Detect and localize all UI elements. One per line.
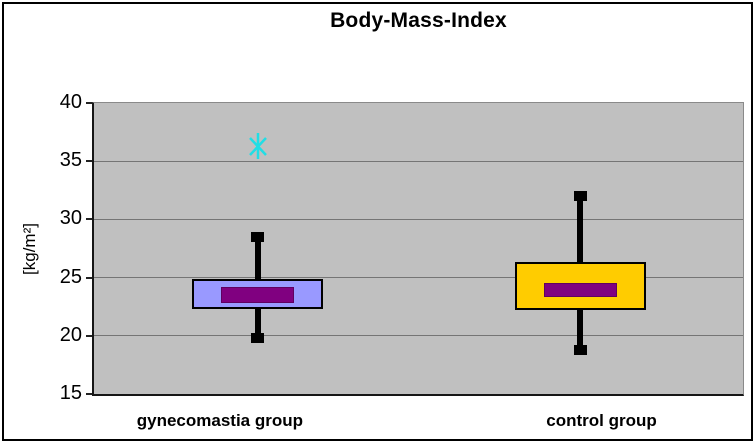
category-label: control group [546,411,657,430]
gridline [94,277,743,279]
whisker-cap-bottom [573,344,587,355]
whisker-cap-top [251,231,265,242]
y-tick-mark [86,334,92,337]
y-tick-label: 25 [59,265,82,288]
y-tick-mark [86,393,92,395]
median-band [221,286,295,304]
y-tick-label: 40 [59,91,82,113]
y-tick-mark [86,102,92,104]
chart-title: Body-Mass-Index [330,9,507,32]
outlier-asterisk-icon [248,133,268,164]
y-tick-label: 30 [59,207,82,230]
iqr-box [192,278,324,309]
gridline [94,160,743,162]
median-band [543,283,617,298]
gridline [94,335,743,337]
y-tick-label: 20 [59,323,82,346]
y-tick-mark [86,160,92,163]
y-tick-label: 15 [59,382,82,404]
whisker-cap-top [573,191,587,202]
category-label: gynecomastia group [136,411,304,430]
y-tick-mark [86,276,92,279]
plot-area [92,102,744,396]
whisker-cap-bottom [251,333,265,344]
y-tick-label: 35 [59,149,82,172]
y-tick-mark [86,218,92,221]
gridline [94,218,743,220]
